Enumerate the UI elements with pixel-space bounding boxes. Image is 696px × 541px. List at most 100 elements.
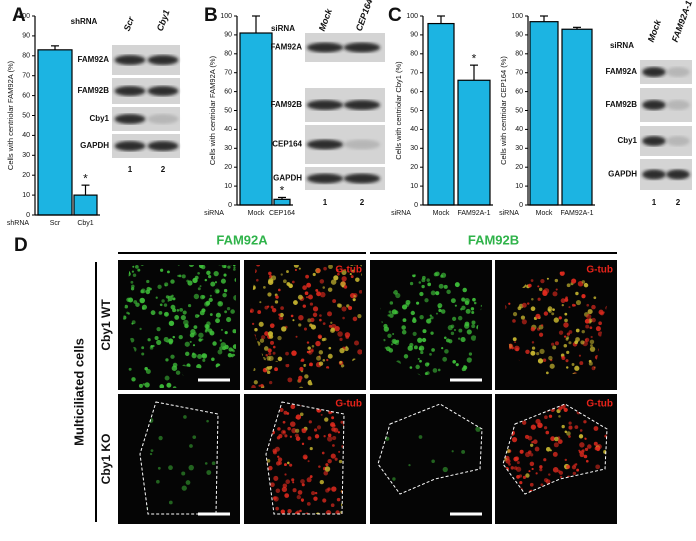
signal-dot bbox=[165, 295, 170, 299]
signal-dot bbox=[460, 337, 466, 343]
signal-dot bbox=[412, 318, 417, 323]
signal-dot bbox=[260, 383, 264, 388]
y-tick-label: 80 bbox=[410, 51, 418, 58]
signal-dot bbox=[446, 289, 451, 295]
lane-number: 1 bbox=[652, 198, 657, 207]
signal-dot bbox=[357, 314, 362, 319]
lane-number: 1 bbox=[323, 198, 328, 207]
signal-dot bbox=[350, 275, 354, 279]
signal-dot bbox=[263, 346, 269, 351]
lane-number: 2 bbox=[161, 165, 166, 174]
signal-dot bbox=[342, 423, 344, 427]
signal-dot bbox=[275, 295, 279, 299]
signal-dot bbox=[568, 435, 571, 438]
signal-dot bbox=[388, 310, 392, 314]
signal-dot bbox=[387, 314, 390, 317]
signal-dot bbox=[450, 331, 455, 336]
signal-dot bbox=[540, 279, 545, 284]
signal-dot bbox=[183, 319, 189, 326]
signal-dot bbox=[566, 464, 571, 469]
signal-dot bbox=[579, 429, 583, 432]
y-tick-label: 100 bbox=[220, 13, 232, 20]
lane-label: CEP164 bbox=[354, 0, 375, 32]
signal-dot bbox=[591, 366, 596, 371]
signal-dot bbox=[309, 363, 313, 367]
signal-dot bbox=[588, 361, 593, 366]
signal-dot bbox=[326, 358, 329, 362]
signal-dot bbox=[442, 356, 448, 362]
signal-dot bbox=[140, 289, 144, 294]
signal-dot bbox=[470, 307, 475, 311]
y-tick-label: 90 bbox=[22, 33, 30, 40]
blot-band bbox=[306, 100, 344, 110]
signal-dot bbox=[155, 296, 158, 299]
signal-dot bbox=[224, 331, 228, 334]
signal-dot bbox=[254, 328, 258, 332]
signal-dot bbox=[330, 503, 335, 508]
signal-dot bbox=[287, 508, 292, 514]
signal-dot bbox=[526, 302, 530, 305]
signal-dot bbox=[551, 312, 555, 316]
signal-dot bbox=[515, 347, 519, 352]
y-tick-label: 0 bbox=[228, 202, 232, 209]
signal-dot bbox=[206, 470, 212, 475]
signal-dot bbox=[331, 427, 336, 432]
signal-dot bbox=[301, 428, 307, 434]
signal-dot bbox=[185, 480, 191, 485]
signal-dot bbox=[230, 309, 235, 314]
signal-dot bbox=[402, 318, 407, 323]
signal-dot bbox=[321, 337, 326, 342]
panel-label: D bbox=[14, 235, 28, 256]
signal-dot bbox=[159, 384, 165, 388]
blot-band bbox=[666, 169, 690, 180]
signal-dot bbox=[342, 316, 345, 320]
signal-dot bbox=[208, 297, 213, 303]
signal-dot bbox=[256, 265, 261, 267]
blot-band bbox=[642, 169, 666, 180]
signal-dot bbox=[595, 464, 601, 470]
signal-dot bbox=[454, 304, 457, 307]
signal-dot bbox=[547, 308, 551, 312]
y-tick-label: 40 bbox=[22, 132, 30, 139]
blot-row-label: FAM92A bbox=[270, 43, 302, 52]
signal-dot bbox=[535, 418, 541, 425]
signal-dot bbox=[568, 330, 573, 334]
signal-dot bbox=[137, 268, 141, 272]
signal-dot bbox=[450, 324, 455, 329]
signal-dot bbox=[602, 311, 605, 314]
signal-dot bbox=[307, 294, 313, 300]
signal-dot bbox=[336, 268, 339, 272]
error-bar bbox=[540, 15, 548, 22]
signal-dot bbox=[563, 322, 569, 328]
signal-dot bbox=[313, 496, 318, 501]
signal-dot bbox=[318, 350, 324, 355]
signal-dot bbox=[290, 404, 296, 410]
signal-dot bbox=[126, 297, 131, 302]
signal-dot bbox=[181, 471, 186, 476]
y-axis-label: Cells with centriolar CEP164 (%) bbox=[499, 56, 508, 165]
signal-dot bbox=[471, 324, 476, 329]
signal-dot bbox=[339, 361, 343, 364]
signal-dot bbox=[353, 294, 357, 298]
signal-dot bbox=[297, 294, 303, 300]
blot-row-label: GAPDH bbox=[273, 174, 302, 183]
significance-mark: * bbox=[83, 171, 88, 185]
signal-dot bbox=[568, 425, 573, 430]
blot-row-label: FAM92B bbox=[605, 100, 637, 109]
error-bar bbox=[437, 15, 445, 24]
signal-dot bbox=[571, 303, 575, 307]
signal-dot bbox=[296, 494, 301, 500]
signal-dot bbox=[457, 315, 463, 321]
signal-dot bbox=[331, 423, 335, 427]
signal-dot bbox=[135, 302, 140, 307]
y-tick-label: 40 bbox=[515, 126, 523, 133]
signal-dot bbox=[340, 281, 346, 287]
micrograph bbox=[118, 260, 240, 390]
signal-dot bbox=[145, 369, 151, 374]
lane-label: Mock bbox=[646, 18, 664, 44]
signal-dot bbox=[302, 285, 307, 290]
signal-dot bbox=[327, 353, 333, 359]
signal-dot bbox=[264, 305, 269, 310]
signal-dot bbox=[549, 363, 555, 369]
signal-dot bbox=[193, 331, 197, 336]
